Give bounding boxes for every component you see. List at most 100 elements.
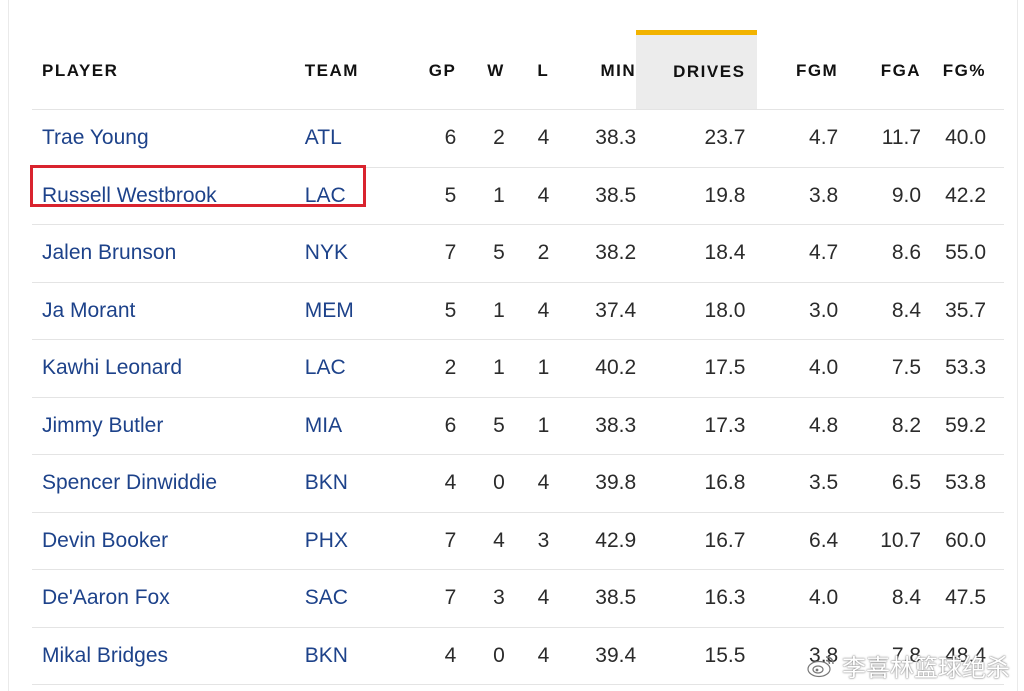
- team-link[interactable]: MEM: [304, 298, 354, 322]
- cell-fgm: 3.8: [757, 167, 839, 225]
- cell-player: Devin Booker: [32, 512, 305, 570]
- cell-min: 38.5: [549, 569, 637, 628]
- cell-team: PHX: [304, 512, 404, 570]
- header-drives[interactable]: DRIVES: [636, 30, 758, 110]
- player-link[interactable]: Ja Morant: [42, 298, 136, 322]
- team-link[interactable]: NYK: [304, 241, 348, 265]
- player-link[interactable]: Kawhi Leonard: [42, 356, 183, 380]
- cell-fga: 6.5: [838, 454, 922, 513]
- team-link[interactable]: BKN: [304, 471, 348, 495]
- cell-fga: 11.7: [838, 109, 922, 168]
- header-fg-pct[interactable]: FG%: [921, 32, 1004, 110]
- cell-fga: 8.4: [838, 569, 922, 628]
- cell-fg-pct: 53.3: [921, 339, 1004, 398]
- cell-team: SAC: [304, 569, 404, 628]
- table-row: Devin Booker PHX 7 4 3 42.9 16.7 6.4 10.7 60.0: [32, 512, 1004, 570]
- left-border: [8, 0, 9, 691]
- cell-fgm: 4.8: [757, 397, 839, 455]
- cell-fga: 8.4: [838, 282, 922, 340]
- cell-drives: 16.3: [636, 569, 758, 628]
- table-row: Mikal Bridges BKN 4 0 4 39.4 15.5 3.8 7.8 48.4: [32, 627, 1004, 685]
- player-link[interactable]: Jimmy Butler: [42, 413, 164, 437]
- cell-gp: 7: [403, 224, 457, 283]
- player-link[interactable]: Devin Booker: [42, 528, 169, 552]
- cell-drives: 19.8: [636, 167, 758, 225]
- header-w[interactable]: W: [456, 32, 505, 110]
- header-team[interactable]: TEAM: [304, 32, 404, 110]
- cell-fga: 7.5: [838, 339, 922, 398]
- team-link[interactable]: ATL: [304, 126, 342, 150]
- cell-fgm: 3.8: [757, 627, 839, 685]
- cell-drives: 18.0: [636, 282, 758, 340]
- header-fga[interactable]: FGA: [838, 32, 922, 110]
- team-link[interactable]: LAC: [304, 356, 346, 380]
- cell-gp: 4: [403, 454, 457, 513]
- cell-w: 2: [456, 109, 505, 168]
- header-fgm[interactable]: FGM: [757, 32, 839, 110]
- cell-l: 4: [504, 282, 550, 340]
- cell-drives: 16.8: [636, 454, 758, 513]
- cell-min: 37.4: [549, 282, 637, 340]
- cell-fgm: 3.5: [757, 454, 839, 513]
- team-link[interactable]: MIA: [304, 413, 343, 437]
- cell-gp: 7: [403, 569, 457, 628]
- table-row: Ja Morant MEM 5 1 4 37.4 18.0 3.0 8.4 35.7: [32, 282, 1004, 340]
- team-link[interactable]: BKN: [304, 643, 348, 667]
- header-min[interactable]: MIN: [549, 32, 637, 110]
- cell-team: ATL: [304, 109, 404, 168]
- cell-w: 5: [456, 397, 505, 455]
- table-body: Trae Young ATL 6 2 4 38.3 23.7 4.7 11.7 40.0 Russe…: [32, 109, 1004, 685]
- cell-gp: 5: [403, 167, 457, 225]
- cell-min: 38.3: [549, 397, 637, 455]
- cell-fga: 7.8: [838, 627, 922, 685]
- cell-drives: 15.5: [636, 627, 758, 685]
- player-link[interactable]: Russell Westbrook: [42, 183, 217, 207]
- team-link[interactable]: SAC: [304, 586, 348, 610]
- cell-player: Jimmy Butler: [32, 397, 305, 455]
- cell-min: 40.2: [549, 339, 637, 398]
- cell-fga: 8.2: [838, 397, 922, 455]
- team-link[interactable]: PHX: [304, 528, 348, 552]
- player-link[interactable]: Mikal Bridges: [42, 643, 169, 667]
- cell-w: 3: [456, 569, 505, 628]
- table-row: De'Aaron Fox SAC 7 3 4 38.5 16.3 4.0 8.4 47.5: [32, 569, 1004, 628]
- cell-drives: 17.3: [636, 397, 758, 455]
- cell-w: 1: [456, 282, 505, 340]
- cell-fgm: 6.4: [757, 512, 839, 570]
- player-link[interactable]: Trae Young: [42, 126, 149, 150]
- header-player[interactable]: PLAYER: [32, 32, 305, 110]
- table-row: Jimmy Butler MIA 6 5 1 38.3 17.3 4.8 8.2 59.2: [32, 397, 1004, 455]
- cell-fg-pct: 53.8: [921, 454, 1004, 513]
- table-row: Trae Young ATL 6 2 4 38.3 23.7 4.7 11.7 40.0: [32, 109, 1004, 168]
- cell-fgm: 4.7: [757, 109, 839, 168]
- cell-w: 0: [456, 627, 505, 685]
- cell-w: 4: [456, 512, 505, 570]
- cell-fgm: 4.0: [757, 569, 839, 628]
- cell-fg-pct: 40.0: [921, 109, 1004, 168]
- cell-fgm: 3.0: [757, 282, 839, 340]
- header-l[interactable]: L: [504, 32, 550, 110]
- cell-team: BKN: [304, 627, 404, 685]
- cell-team: BKN: [304, 454, 404, 513]
- cell-player: Kawhi Leonard: [32, 339, 305, 398]
- cell-w: 1: [456, 339, 505, 398]
- team-link[interactable]: LAC: [304, 183, 346, 207]
- drives-stats-table: PLAYER TEAM GP W L MIN DRIVES FGM FGA FG…: [32, 30, 1004, 685]
- weibo-icon: [807, 655, 834, 677]
- cell-player: Russell Westbrook: [32, 167, 305, 225]
- cell-team: LAC: [304, 167, 404, 225]
- player-link[interactable]: De'Aaron Fox: [42, 586, 170, 610]
- header-row: PLAYER TEAM GP W L MIN DRIVES FGM FGA FG…: [32, 30, 1004, 110]
- cell-min: 38.2: [549, 224, 637, 283]
- cell-gp: 6: [403, 109, 457, 168]
- cell-fga: 10.7: [838, 512, 922, 570]
- cell-w: 1: [456, 167, 505, 225]
- cell-min: 38.3: [549, 109, 637, 168]
- player-link[interactable]: Jalen Brunson: [42, 241, 177, 265]
- watermark: 李喜林篮球绝杀: [806, 648, 1010, 683]
- cell-player: Mikal Bridges: [32, 627, 305, 685]
- player-link[interactable]: Spencer Dinwiddie: [42, 471, 218, 495]
- header-gp[interactable]: GP: [403, 32, 457, 110]
- table-row: Jalen Brunson NYK 7 5 2 38.2 18.4 4.7 8.6 55.0: [32, 224, 1004, 283]
- cell-fg-pct: 35.7: [921, 282, 1004, 340]
